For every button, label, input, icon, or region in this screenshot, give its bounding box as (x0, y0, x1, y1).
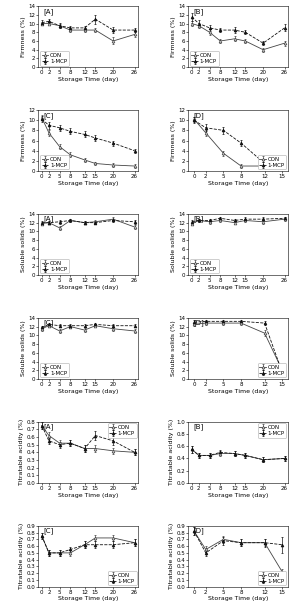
Text: [D]: [D] (193, 112, 204, 119)
Y-axis label: Soluble solids (%): Soluble solids (%) (21, 217, 26, 272)
X-axis label: Storage Time (day): Storage Time (day) (58, 181, 118, 186)
Text: [C]: [C] (43, 319, 54, 327)
Y-axis label: Firmness (%): Firmness (%) (171, 16, 176, 57)
Y-axis label: Soluble solids (%): Soluble solids (%) (21, 321, 26, 376)
Text: [D]: [D] (193, 528, 204, 534)
Legend: CON, 1-MCP: CON, 1-MCP (40, 155, 69, 169)
X-axis label: Storage Time (day): Storage Time (day) (58, 284, 118, 290)
Text: [B]: [B] (193, 8, 203, 15)
Text: [B]: [B] (193, 424, 203, 430)
Y-axis label: Soluble solids (%): Soluble solids (%) (171, 217, 176, 272)
Y-axis label: Titratable acidity (%): Titratable acidity (%) (19, 419, 24, 485)
Legend: CON, 1-MCP: CON, 1-MCP (258, 363, 286, 378)
X-axis label: Storage Time (day): Storage Time (day) (58, 77, 118, 82)
Legend: CON, 1-MCP: CON, 1-MCP (108, 571, 136, 585)
Text: [A]: [A] (43, 424, 54, 430)
Text: [C]: [C] (43, 112, 54, 119)
X-axis label: Storage Time (day): Storage Time (day) (58, 597, 118, 601)
Legend: CON, 1-MCP: CON, 1-MCP (40, 51, 69, 65)
Legend: CON, 1-MCP: CON, 1-MCP (40, 363, 69, 378)
Text: [C]: [C] (43, 528, 54, 534)
Y-axis label: Firmness (%): Firmness (%) (21, 16, 26, 57)
Y-axis label: Firmness (%): Firmness (%) (21, 120, 26, 161)
Text: [B]: [B] (193, 216, 203, 223)
Y-axis label: Soluble solids (%): Soluble solids (%) (171, 321, 176, 376)
Y-axis label: Titratable acidity (%): Titratable acidity (%) (169, 419, 174, 485)
Text: [A]: [A] (43, 216, 54, 223)
Y-axis label: Titratable acidity (%): Titratable acidity (%) (169, 523, 174, 589)
Legend: CON, 1-MCP: CON, 1-MCP (40, 259, 69, 273)
X-axis label: Storage Time (day): Storage Time (day) (208, 77, 268, 82)
Legend: CON, 1-MCP: CON, 1-MCP (258, 424, 286, 437)
Text: [D]: [D] (193, 319, 204, 327)
Legend: CON, 1-MCP: CON, 1-MCP (190, 51, 219, 65)
X-axis label: Storage Time (day): Storage Time (day) (208, 388, 268, 394)
Y-axis label: Firmness (%): Firmness (%) (171, 120, 176, 161)
X-axis label: Storage Time (day): Storage Time (day) (208, 181, 268, 186)
Legend: CON, 1-MCP: CON, 1-MCP (258, 155, 286, 169)
Text: [A]: [A] (43, 8, 54, 15)
Legend: CON, 1-MCP: CON, 1-MCP (258, 571, 286, 585)
X-axis label: Storage Time (day): Storage Time (day) (208, 284, 268, 290)
Legend: CON, 1-MCP: CON, 1-MCP (190, 259, 219, 273)
X-axis label: Storage Time (day): Storage Time (day) (208, 597, 268, 601)
Legend: CON, 1-MCP: CON, 1-MCP (108, 424, 136, 437)
X-axis label: Storage Time (day): Storage Time (day) (58, 492, 118, 497)
Y-axis label: Titratable acidity (%): Titratable acidity (%) (19, 523, 24, 589)
X-axis label: Storage Time (day): Storage Time (day) (208, 492, 268, 497)
X-axis label: Storage Time (day): Storage Time (day) (58, 388, 118, 394)
